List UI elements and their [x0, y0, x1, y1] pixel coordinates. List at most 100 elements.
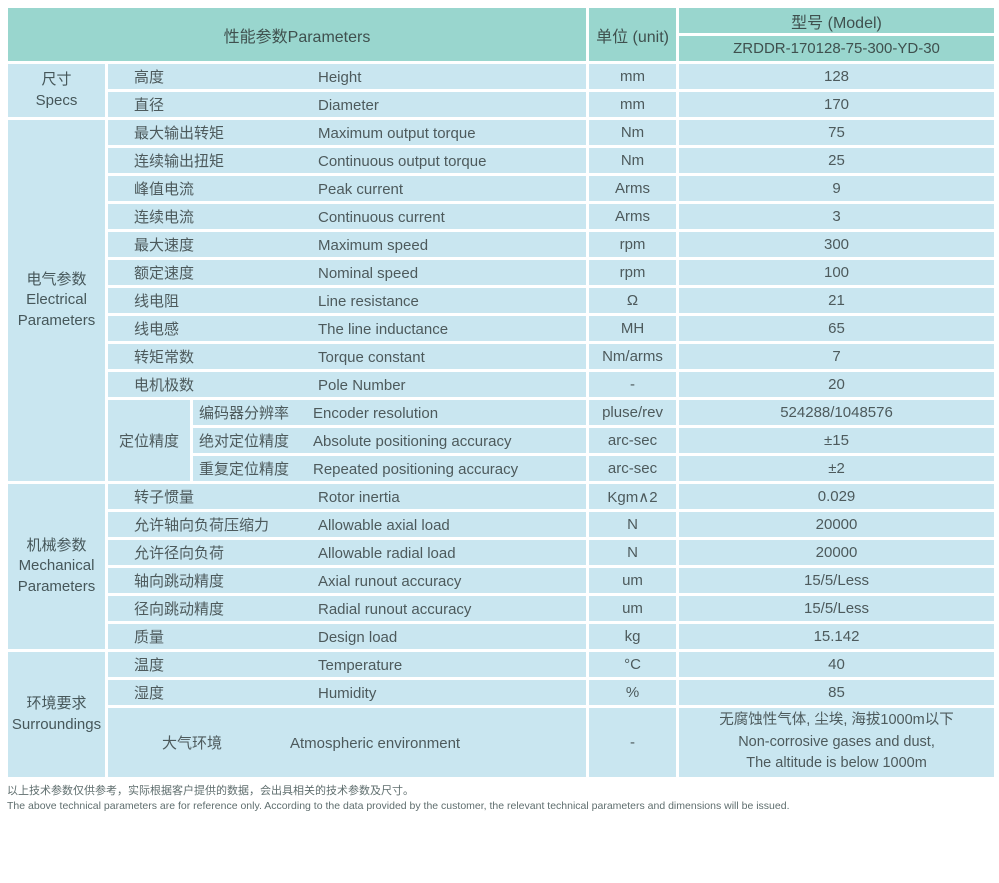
param-name-en: Peak current: [318, 181, 404, 198]
unit-cell: mm: [586, 61, 680, 92]
param-name-zh: 质量: [134, 629, 165, 646]
value-cell: 15/5/Less: [676, 593, 998, 624]
param-name-cell: 连续电流 Continuous current: [104, 201, 590, 232]
unit-cell: um: [586, 565, 680, 596]
param-name-cell: 高度 Height: [104, 61, 590, 92]
param-name-cell: 重复定位精度 Repeated positioning accuracy: [189, 453, 590, 484]
param-name-en: Torque constant: [318, 349, 425, 366]
param-name-zh: 径向跳动精度: [134, 601, 225, 618]
param-name-en: Allowable radial load: [318, 545, 456, 562]
unit-cell: mm: [586, 89, 680, 120]
section-label-specs: 尺寸 Specs: [5, 61, 108, 120]
table-row: 重复定位精度 Repeated positioning accuracy arc-…: [7, 453, 998, 484]
param-name-zh: 电机极数: [134, 377, 195, 394]
param-name-en: Maximum output torque: [318, 125, 476, 142]
table-row: 湿度 Humidity % 85: [7, 677, 998, 708]
unit-cell: Arms: [586, 201, 680, 232]
table-row: 允许轴向负荷压缩力 Allowable axial load N 20000: [7, 509, 998, 540]
unit-header: 单位 (unit): [586, 5, 680, 64]
footer-notes: 以上技术参数仅供参考，实际根据客户提供的数据，会出具相关的技术参数及尺寸。 Th…: [5, 780, 994, 814]
param-name-en: The line inductance: [318, 321, 449, 338]
table-row: 大气环境 Atmospheric environment - 无腐蚀性气体, 尘埃…: [7, 705, 998, 780]
table-row: 连续电流 Continuous current Arms 3: [7, 201, 998, 232]
table-row: 转矩常数 Torque constant Nm/arms 7: [7, 341, 998, 372]
param-name-zh: 峰值电流: [134, 181, 195, 198]
param-name-zh: 额定速度: [134, 265, 195, 282]
param-name-zh: 直径: [134, 97, 165, 114]
param-name-en: Continuous output torque: [318, 153, 487, 170]
value-cell: 7: [676, 341, 998, 372]
table-row: 定位精度 编码器分辨率 Encoder resolution pluse/rev …: [7, 397, 998, 484]
param-name-cell: 线电阻 Line resistance: [104, 285, 590, 316]
table-row: 径向跳动精度 Radial runout accuracy um 15/5/Les…: [7, 593, 998, 624]
value-cell: 25: [676, 145, 998, 176]
param-name-cell: 额定速度 Nominal speed: [104, 257, 590, 288]
param-name-cell: 电机极数 Pole Number: [104, 369, 590, 400]
value-cell: ±15: [676, 425, 998, 456]
unit-cell: rpm: [586, 229, 680, 260]
param-name-en: Diameter: [318, 97, 379, 114]
table-row: 额定速度 Nominal speed rpm 100: [7, 257, 998, 288]
value-cell: 524288/1048576: [676, 397, 998, 428]
footer-note-zh: 以上技术参数仅供参考，实际根据客户提供的数据，会出具相关的技术参数及尺寸。: [7, 785, 414, 797]
param-name-zh: 湿度: [134, 685, 165, 702]
unit-cell: pluse/rev: [586, 397, 680, 428]
param-name-en: Axial runout accuracy: [318, 573, 462, 590]
param-name-en: Rotor inertia: [318, 489, 400, 506]
value-cell: ±2: [676, 453, 998, 484]
unit-cell: Nm: [586, 117, 680, 148]
table-row: 峰值电流 Peak current Arms 9: [7, 173, 998, 204]
param-name-zh: 温度: [134, 657, 165, 674]
param-name-en: Humidity: [318, 685, 377, 702]
param-name-cell: 允许轴向负荷压缩力 Allowable axial load: [104, 509, 590, 540]
unit-cell: -: [586, 369, 680, 400]
param-name-cell: 转子惯量 Rotor inertia: [104, 481, 590, 512]
param-name-cell: 编码器分辨率 Encoder resolution: [189, 397, 590, 428]
param-name-zh: 绝对定位精度: [199, 433, 290, 450]
table-row: 连续输出扭矩 Continuous output torque Nm 25: [7, 145, 998, 176]
param-name-en: Encoder resolution: [313, 405, 439, 422]
param-name-cell: 峰值电流 Peak current: [104, 173, 590, 204]
param-name-zh: 转矩常数: [134, 349, 195, 366]
param-name-cell: 大气环境 Atmospheric environment: [104, 705, 590, 780]
table-row: 电机极数 Pole Number - 20: [7, 369, 998, 400]
param-name-en: Radial runout accuracy: [318, 601, 472, 618]
param-name-cell: 连续输出扭矩 Continuous output torque: [104, 145, 590, 176]
param-name-zh: 线电阻: [134, 293, 180, 310]
value-cell: 128: [676, 61, 998, 92]
param-name-en: Temperature: [318, 657, 403, 674]
param-name-zh: 轴向跳动精度: [134, 573, 225, 590]
value-cell: 15.142: [676, 621, 998, 652]
value-cell: 15/5/Less: [676, 565, 998, 596]
section-label-mechanical: 机械参数 Mechanical Parameters: [5, 481, 108, 652]
param-name-cell: 轴向跳动精度 Axial runout accuracy: [104, 565, 590, 596]
param-name-cell: 温度 Temperature: [104, 649, 590, 680]
param-name-en: Repeated positioning accuracy: [313, 461, 519, 478]
param-name-cell: 最大输出转矩 Maximum output torque: [104, 117, 590, 148]
param-name-zh: 允许轴向负荷压缩力: [134, 517, 270, 534]
param-name-en: Atmospheric environment: [290, 735, 461, 752]
param-name-zh: 重复定位精度: [199, 461, 290, 478]
section-label-electrical: 电气参数 Electrical Parameters: [5, 117, 108, 484]
table-row: 尺寸 Specs 高度 Height mm 128: [5, 61, 998, 120]
param-name-zh: 最大输出转矩: [134, 125, 225, 142]
model-header: 型号 (Model): [676, 5, 998, 36]
table-row: 线电感 The line inductance MH 65: [7, 313, 998, 344]
table-header-row-2: ZRDDR-170128-75-300-YD-30: [7, 33, 998, 64]
param-name-cell: 绝对定位精度 Absolute positioning accuracy: [189, 425, 590, 456]
param-name-cell: 湿度 Humidity: [104, 677, 590, 708]
unit-cell: arc-sec: [586, 453, 680, 484]
value-cell: 0.029: [676, 481, 998, 512]
param-name-en: Nominal speed: [318, 265, 419, 282]
unit-cell: %: [586, 677, 680, 708]
param-name-en: Pole Number: [318, 377, 406, 394]
unit-cell: kg: [586, 621, 680, 652]
value-cell: 3: [676, 201, 998, 232]
value-cell: 85: [676, 677, 998, 708]
unit-cell: rpm: [586, 257, 680, 288]
spec-table: 性能参数Parameters 单位 (unit) 型号 (Model) ZRDD…: [4, 5, 998, 780]
param-name-zh: 最大速度: [134, 237, 195, 254]
unit-cell: um: [586, 593, 680, 624]
param-name-zh: 允许径向负荷: [134, 545, 225, 562]
unit-cell: °C: [586, 649, 680, 680]
